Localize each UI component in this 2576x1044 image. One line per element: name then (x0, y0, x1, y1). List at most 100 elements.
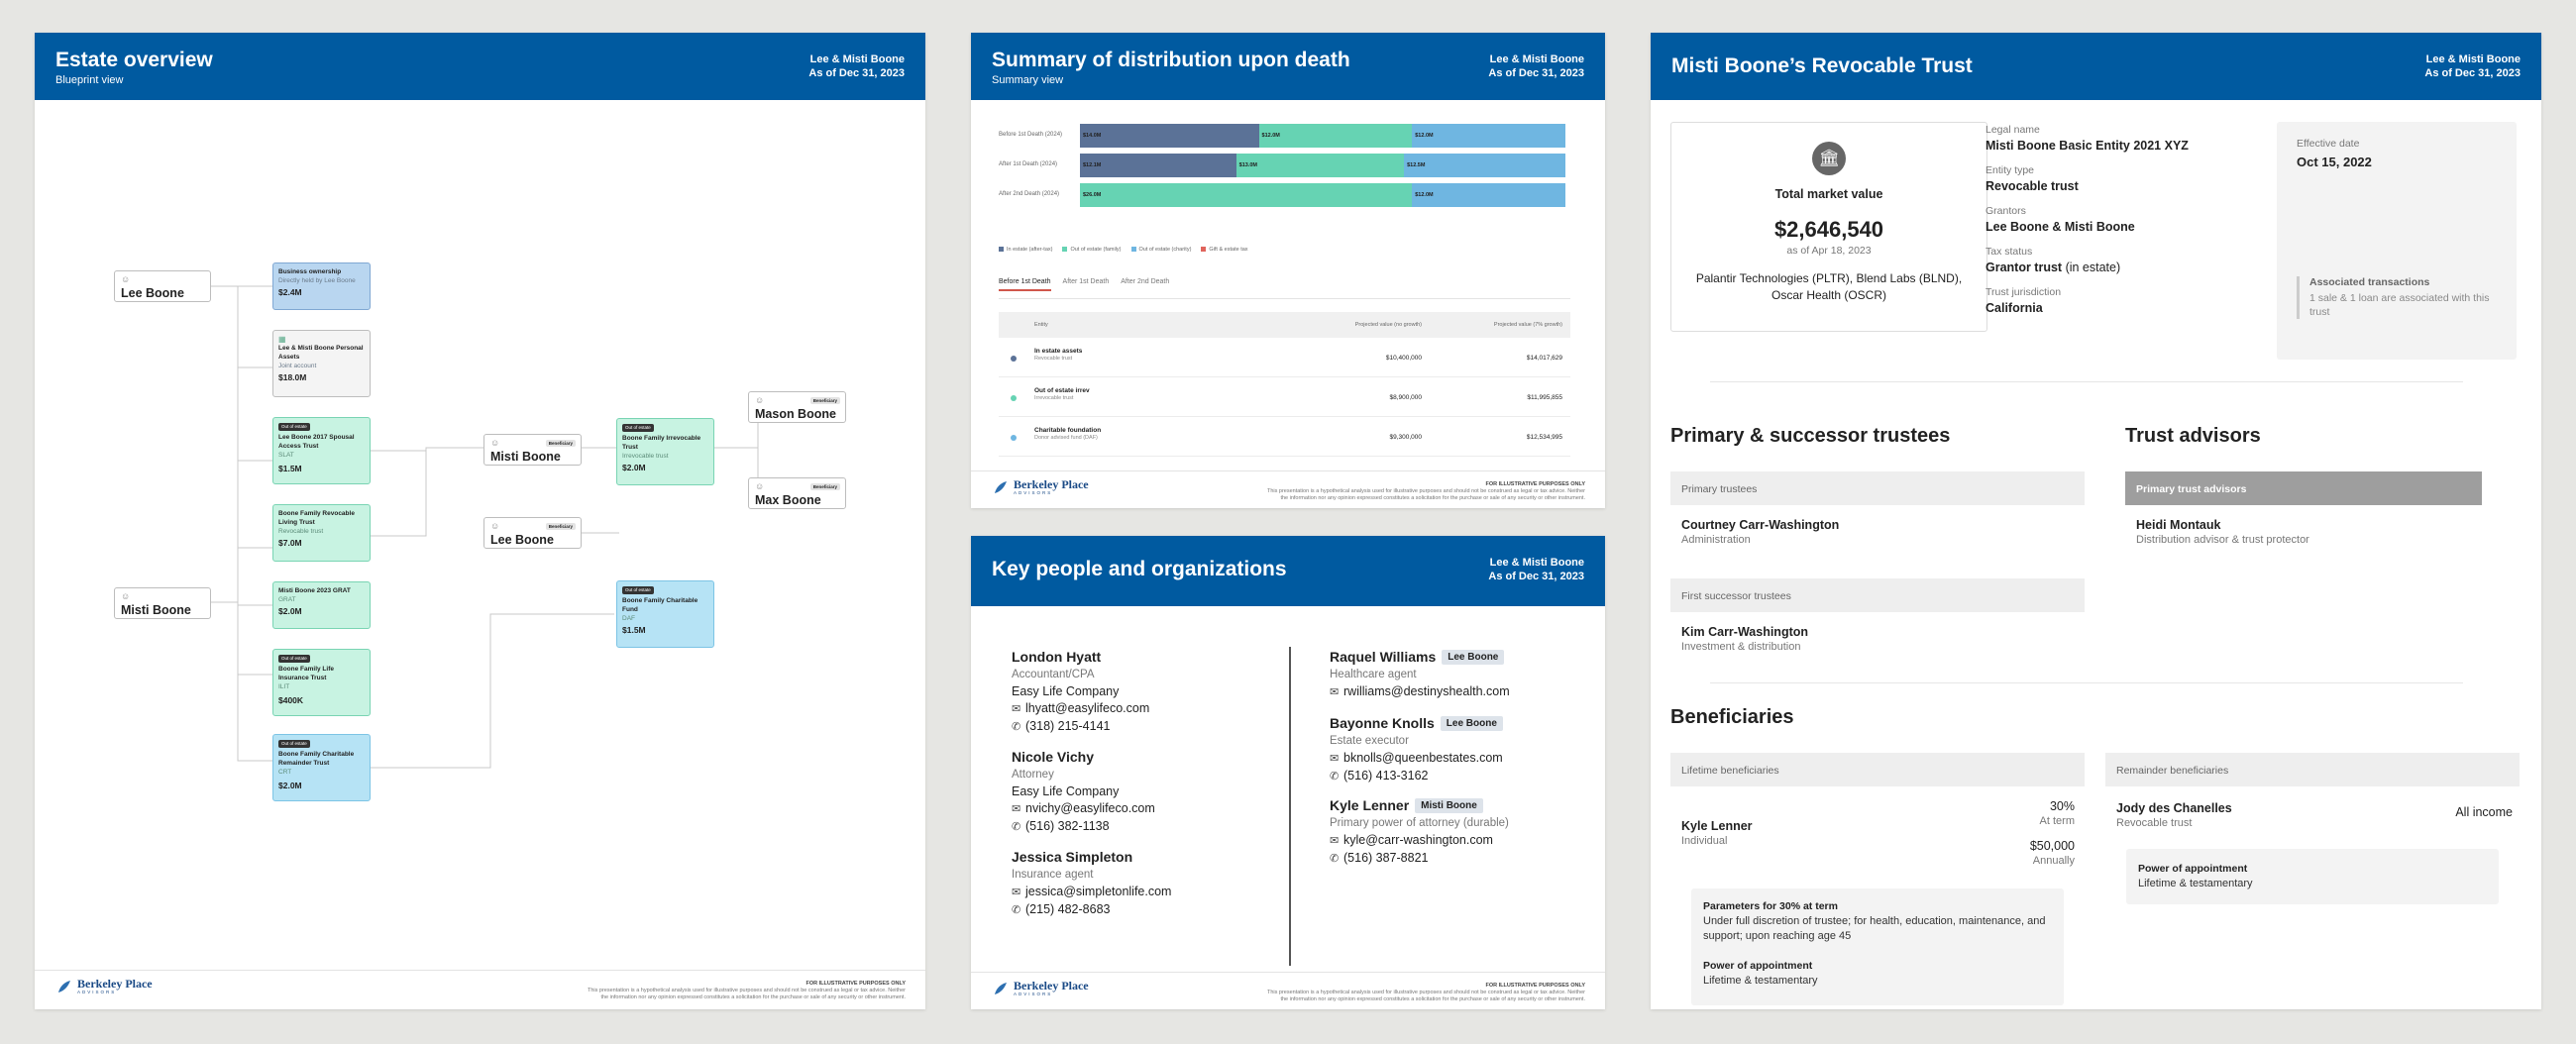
table-row[interactable]: Out of estate irrev Irrevocable trust $8,… (999, 377, 1570, 417)
entity-type: Irrevocable trust (622, 453, 669, 460)
bar-stack: $26.0M $12.0M (1080, 183, 1565, 207)
entity-name: Boone Family Irrevocable Trust (622, 435, 701, 451)
parameters-panel: Parameters for 30% at term Under full di… (1691, 888, 2064, 1005)
phone-icon: ✆ (1012, 904, 1021, 916)
table-row[interactable]: In estate assets Revocable trust $10,400,… (999, 338, 1570, 377)
leaf-logo-icon (995, 481, 1007, 493)
person-node-lee-beneficiary[interactable]: Beneficiary ☺ Lee Boone (483, 517, 582, 549)
bar-segment[interactable]: $12.0M (1412, 183, 1565, 207)
contact-email[interactable]: kyle@carr-washington.com (1343, 833, 1493, 847)
series-dot (1011, 435, 1017, 441)
client-names: Lee & Misti Boone (2425, 53, 2521, 65)
contact-email[interactable]: nvichy@easylifeco.com (1025, 801, 1155, 815)
entity-node-business-ownership[interactable]: Business ownership Directly held by Lee … (272, 262, 371, 310)
contact-role: Attorney (1012, 769, 1054, 781)
bar-segment[interactable]: $12.0M (1258, 124, 1413, 148)
contact-bayonne-knolls[interactable]: Bayonne Knolls Lee Boone Estate executor … (1330, 714, 1503, 785)
entity-node-charitable-remainder-trust[interactable]: Out of estate Boone Family Charitable Re… (272, 734, 371, 801)
beneficiary-pct: 30% (2049, 799, 2075, 813)
page-subtitle: Summary view (992, 74, 1064, 86)
tab-before-1st-death[interactable]: Before 1st Death (999, 278, 1051, 291)
primary-advisors-bar: Primary trust advisors (2125, 471, 2482, 505)
advisors-heading: Trust advisors (2125, 425, 2261, 447)
remainder-poa-panel: Power of appointment Lifetime & testamen… (2126, 849, 2499, 904)
legend-item: Gift & estate tax (1201, 247, 1248, 253)
entity-name: Boone Family Charitable Remainder Trust (278, 751, 355, 767)
effective-value: Oct 15, 2022 (2297, 155, 2372, 169)
bar-segment[interactable]: $12.5M (1404, 154, 1565, 177)
associated-transactions[interactable]: Associated transactions 1 sale & 1 loan … (2297, 276, 2495, 319)
entity-node-revocable-living-trust[interactable]: Boone Family Revocable Living Trust Revo… (272, 504, 371, 562)
brand-name: Berkeley Place (1014, 979, 1089, 992)
contact-email[interactable]: bknolls@queenbestates.com (1343, 751, 1503, 765)
contact-phone[interactable]: (215) 482-8683 (1025, 902, 1111, 916)
contact-phone[interactable]: (516) 413-3162 (1343, 769, 1429, 783)
value-no-growth: $10,400,000 (1385, 355, 1422, 362)
email-icon: ✉ (1012, 887, 1021, 898)
page-footer: Berkeley Place ADVISORS FOR ILLUSTRATIVE… (971, 470, 1605, 508)
entity-amount: $2.0M (278, 606, 302, 616)
out-of-estate-badge: Out of estate (622, 424, 654, 432)
fact-grantors: Grantors Lee Boone & Misti Boone (1986, 205, 2135, 234)
bar-segment[interactable]: $26.0M (1080, 183, 1413, 207)
entity-node-personal-assets[interactable]: ▦ Lee & Misti Boone Personal Assets Join… (272, 330, 371, 397)
contact-kyle-lenner[interactable]: Kyle Lenner Misti Boone Primary power of … (1330, 796, 1509, 868)
contact-nicole-vichy[interactable]: Nicole Vichy Attorney Easy Life Company … (1012, 748, 1155, 836)
contact-role: Primary power of attorney (durable) (1330, 817, 1509, 829)
person-node-max[interactable]: Beneficiary ☺ Max Boone (748, 477, 846, 509)
bar-segment[interactable]: $13.0M (1235, 154, 1405, 177)
value-no-growth: $9,300,000 (1389, 434, 1422, 441)
entity-amount: $1.5M (278, 464, 302, 473)
col-no-growth: Projected value (no growth) (1354, 322, 1422, 328)
tab-after-1st-death[interactable]: After 1st Death (1062, 278, 1110, 285)
primary-trustees-bar: Primary trustees (1670, 471, 2085, 505)
table-header: Entity Projected value (no growth) Proje… (999, 312, 1570, 338)
contact-jessica-simpleton[interactable]: Jessica Simpleton Insurance agent ✉ jessi… (1012, 848, 1171, 919)
category-label: After 2nd Death (2024) (999, 191, 1060, 197)
person-icon: ☺ (755, 481, 765, 491)
tmv-label: Total market value (1774, 187, 1883, 201)
entity-node-slat[interactable]: Out of estate Lee Boone 2017 Spousal Acc… (272, 417, 371, 484)
entity-node-grat[interactable]: Misti Boone 2023 GRAT GRAT $2.0M (272, 581, 371, 629)
table-row[interactable]: Charitable foundation Donor advised fund … (999, 417, 1570, 457)
page-title: Key people and organizations (992, 558, 1287, 580)
bar-segment[interactable]: $12.1M (1080, 154, 1236, 177)
legend-item: In estate (after-tax) (999, 247, 1052, 253)
contact-role: Accountant/CPA (1012, 669, 1095, 680)
key-people-card: Key people and organizations Lee & Misti… (971, 536, 1605, 1009)
contact-email[interactable]: lhyatt@easylifeco.com (1025, 701, 1150, 715)
bar-segment[interactable]: $14.0M (1080, 124, 1259, 148)
person-node-misti[interactable]: ☺ Misti Boone (114, 587, 211, 619)
bar-segment[interactable]: $12.0M (1412, 124, 1565, 148)
value-growth: $14,017,629 (1526, 355, 1562, 362)
disclaimer-body: This presentation is a hypothetical anal… (1266, 990, 1585, 1002)
entity-node-irrevocable-trust[interactable]: Out of estate Boone Family Irrevocable T… (616, 418, 714, 485)
person-node-misti-beneficiary[interactable]: Beneficiary ☺ Misti Boone (483, 434, 582, 466)
email-icon: ✉ (1330, 835, 1340, 847)
person-icon: ☺ (121, 274, 131, 284)
person-node-mason[interactable]: Beneficiary ☺ Mason Boone (748, 391, 846, 423)
contact-phone[interactable]: (516) 387-8821 (1343, 851, 1429, 865)
contact-role: Healthcare agent (1330, 669, 1417, 680)
contact-name: Kyle Lenner (1330, 797, 1410, 813)
tab-after-2nd-death[interactable]: After 2nd Death (1121, 278, 1170, 285)
entity-name: Boone Family Revocable Living Trust (278, 510, 355, 526)
person-icon: ☺ (755, 395, 765, 405)
poa-body: Lifetime & testamentary (1703, 975, 1818, 987)
disclaimer-body: This presentation is a hypothetical anal… (587, 988, 906, 1000)
entity-node-charitable-fund[interactable]: Out of estate Boone Family Charitable Fu… (616, 580, 714, 648)
fact-legal-name: Legal name Misti Boone Basic Entity 2021 … (1986, 124, 2189, 153)
contact-london-hyatt[interactable]: London Hyatt Accountant/CPA Easy Life Co… (1012, 648, 1149, 736)
entity-node-life-insurance-trust[interactable]: Out of estate Boone Family Life Insuranc… (272, 649, 371, 716)
person-node-lee[interactable]: ☺ Lee Boone (114, 270, 211, 302)
entity-type: CRT (278, 769, 292, 776)
contact-raquel-williams[interactable]: Raquel Williams Lee Boone Healthcare agen… (1330, 648, 1510, 701)
page-title: Summary of distribution upon death (992, 49, 1350, 71)
successor-name: Kim Carr-Washington (1681, 625, 1809, 639)
email-icon: ✉ (1330, 753, 1340, 765)
tmv-value: $2,646,540 (1773, 217, 1884, 242)
contact-phone[interactable]: (318) 215-4141 (1025, 719, 1111, 733)
contact-email[interactable]: rwilliams@destinyshealth.com (1343, 684, 1510, 698)
contact-email[interactable]: jessica@simpletonlife.com (1025, 885, 1172, 898)
contact-phone[interactable]: (516) 382-1138 (1025, 819, 1110, 833)
